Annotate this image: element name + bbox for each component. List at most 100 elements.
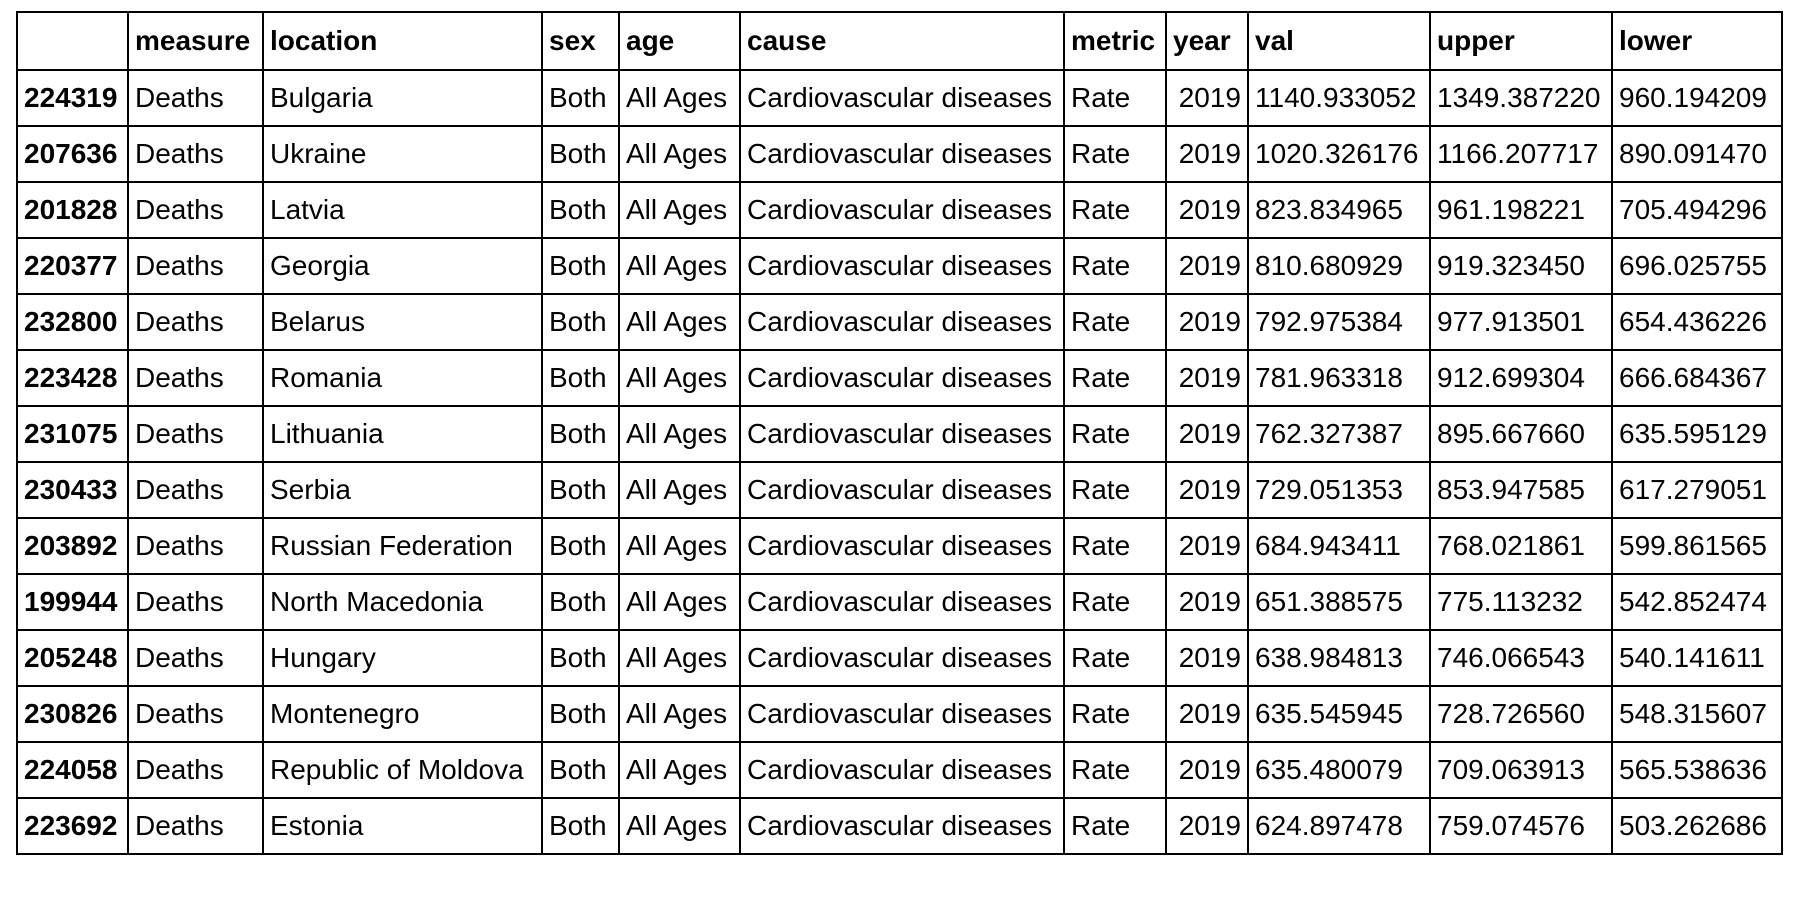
val-cell: 684.943411 [1247, 517, 1431, 575]
age-cell: All Ages [618, 797, 741, 855]
lower-cell: 503.262686 [1611, 797, 1783, 855]
age-cell: All Ages [618, 741, 741, 799]
upper-cell: 919.323450 [1429, 237, 1613, 295]
age-cell: All Ages [618, 405, 741, 463]
sex-cell: Both [541, 181, 620, 239]
sex-cell: Both [541, 237, 620, 295]
year-cell: 2019 [1165, 181, 1249, 239]
sex-cell: Both [541, 797, 620, 855]
sex-cell: Both [541, 461, 620, 519]
year-cell: 2019 [1165, 741, 1249, 799]
lower-cell: 635.595129 [1611, 405, 1783, 463]
lower-cell: 960.194209 [1611, 69, 1783, 127]
measure-cell: Deaths [127, 405, 264, 463]
row-index: 230826 [16, 685, 129, 743]
location-cell: Republic of Moldova [262, 741, 543, 799]
measure-cell: Deaths [127, 629, 264, 687]
row-index: 231075 [16, 405, 129, 463]
year-cell: 2019 [1165, 461, 1249, 519]
sex-cell: Both [541, 69, 620, 127]
year-cell: 2019 [1165, 69, 1249, 127]
age-cell: All Ages [618, 349, 741, 407]
header-upper: upper [1429, 11, 1613, 71]
upper-cell: 768.021861 [1429, 517, 1613, 575]
row-index: 207636 [16, 125, 129, 183]
upper-cell: 1166.207717 [1429, 125, 1613, 183]
header-age: age [618, 11, 741, 71]
measure-cell: Deaths [127, 797, 264, 855]
header-val: val [1247, 11, 1431, 71]
cause-cell: Cardiovascular diseases [739, 237, 1065, 295]
table-row: 224319 Deaths Bulgaria Both All Ages Cardiova… [16, 69, 1783, 127]
year-cell: 2019 [1165, 685, 1249, 743]
header-metric: metric [1063, 11, 1167, 71]
data-table: measure location sex age cause metric ye… [16, 11, 1783, 855]
val-cell: 762.327387 [1247, 405, 1431, 463]
location-cell: Estonia [262, 797, 543, 855]
upper-cell: 759.074576 [1429, 797, 1613, 855]
val-cell: 624.897478 [1247, 797, 1431, 855]
upper-cell: 912.699304 [1429, 349, 1613, 407]
age-cell: All Ages [618, 237, 741, 295]
cause-cell: Cardiovascular diseases [739, 69, 1065, 127]
val-cell: 1020.326176 [1247, 125, 1431, 183]
sex-cell: Both [541, 741, 620, 799]
location-cell: North Macedonia [262, 573, 543, 631]
age-cell: All Ages [618, 573, 741, 631]
year-cell: 2019 [1165, 293, 1249, 351]
metric-cell: Rate [1063, 573, 1167, 631]
lower-cell: 666.684367 [1611, 349, 1783, 407]
measure-cell: Deaths [127, 349, 264, 407]
location-cell: Belarus [262, 293, 543, 351]
cause-cell: Cardiovascular diseases [739, 629, 1065, 687]
cause-cell: Cardiovascular diseases [739, 405, 1065, 463]
cause-cell: Cardiovascular diseases [739, 181, 1065, 239]
cause-cell: Cardiovascular diseases [739, 517, 1065, 575]
measure-cell: Deaths [127, 237, 264, 295]
measure-cell: Deaths [127, 125, 264, 183]
measure-cell: Deaths [127, 461, 264, 519]
sex-cell: Both [541, 125, 620, 183]
metric-cell: Rate [1063, 517, 1167, 575]
row-index: 223428 [16, 349, 129, 407]
table-row: 230826 Deaths Montenegro Both All Ages Cardio… [16, 685, 1783, 743]
header-measure: measure [127, 11, 264, 71]
age-cell: All Ages [618, 517, 741, 575]
upper-cell: 728.726560 [1429, 685, 1613, 743]
table-row: 203892 Deaths Russian Federation Both All Ag… [16, 517, 1783, 575]
metric-cell: Rate [1063, 797, 1167, 855]
metric-cell: Rate [1063, 685, 1167, 743]
sex-cell: Both [541, 573, 620, 631]
sex-cell: Both [541, 517, 620, 575]
year-cell: 2019 [1165, 629, 1249, 687]
measure-cell: Deaths [127, 181, 264, 239]
upper-cell: 775.113232 [1429, 573, 1613, 631]
upper-cell: 895.667660 [1429, 405, 1613, 463]
val-cell: 781.963318 [1247, 349, 1431, 407]
location-cell: Lithuania [262, 405, 543, 463]
measure-cell: Deaths [127, 293, 264, 351]
upper-cell: 977.913501 [1429, 293, 1613, 351]
table-row: 220377 Deaths Georgia Both All Ages Cardiovas… [16, 237, 1783, 295]
row-index: 201828 [16, 181, 129, 239]
location-cell: Montenegro [262, 685, 543, 743]
table-row: 231075 Deaths Lithuania Both All Ages Cardiov… [16, 405, 1783, 463]
location-cell: Hungary [262, 629, 543, 687]
age-cell: All Ages [618, 461, 741, 519]
sex-cell: Both [541, 293, 620, 351]
val-cell: 638.984813 [1247, 629, 1431, 687]
row-index: 224319 [16, 69, 129, 127]
lower-cell: 599.861565 [1611, 517, 1783, 575]
cause-cell: Cardiovascular diseases [739, 125, 1065, 183]
metric-cell: Rate [1063, 181, 1167, 239]
lower-cell: 890.091470 [1611, 125, 1783, 183]
lower-cell: 540.141611 [1611, 629, 1783, 687]
metric-cell: Rate [1063, 405, 1167, 463]
lower-cell: 696.025755 [1611, 237, 1783, 295]
age-cell: All Ages [618, 293, 741, 351]
measure-cell: Deaths [127, 741, 264, 799]
val-cell: 651.388575 [1247, 573, 1431, 631]
upper-cell: 709.063913 [1429, 741, 1613, 799]
val-cell: 823.834965 [1247, 181, 1431, 239]
sex-cell: Both [541, 349, 620, 407]
